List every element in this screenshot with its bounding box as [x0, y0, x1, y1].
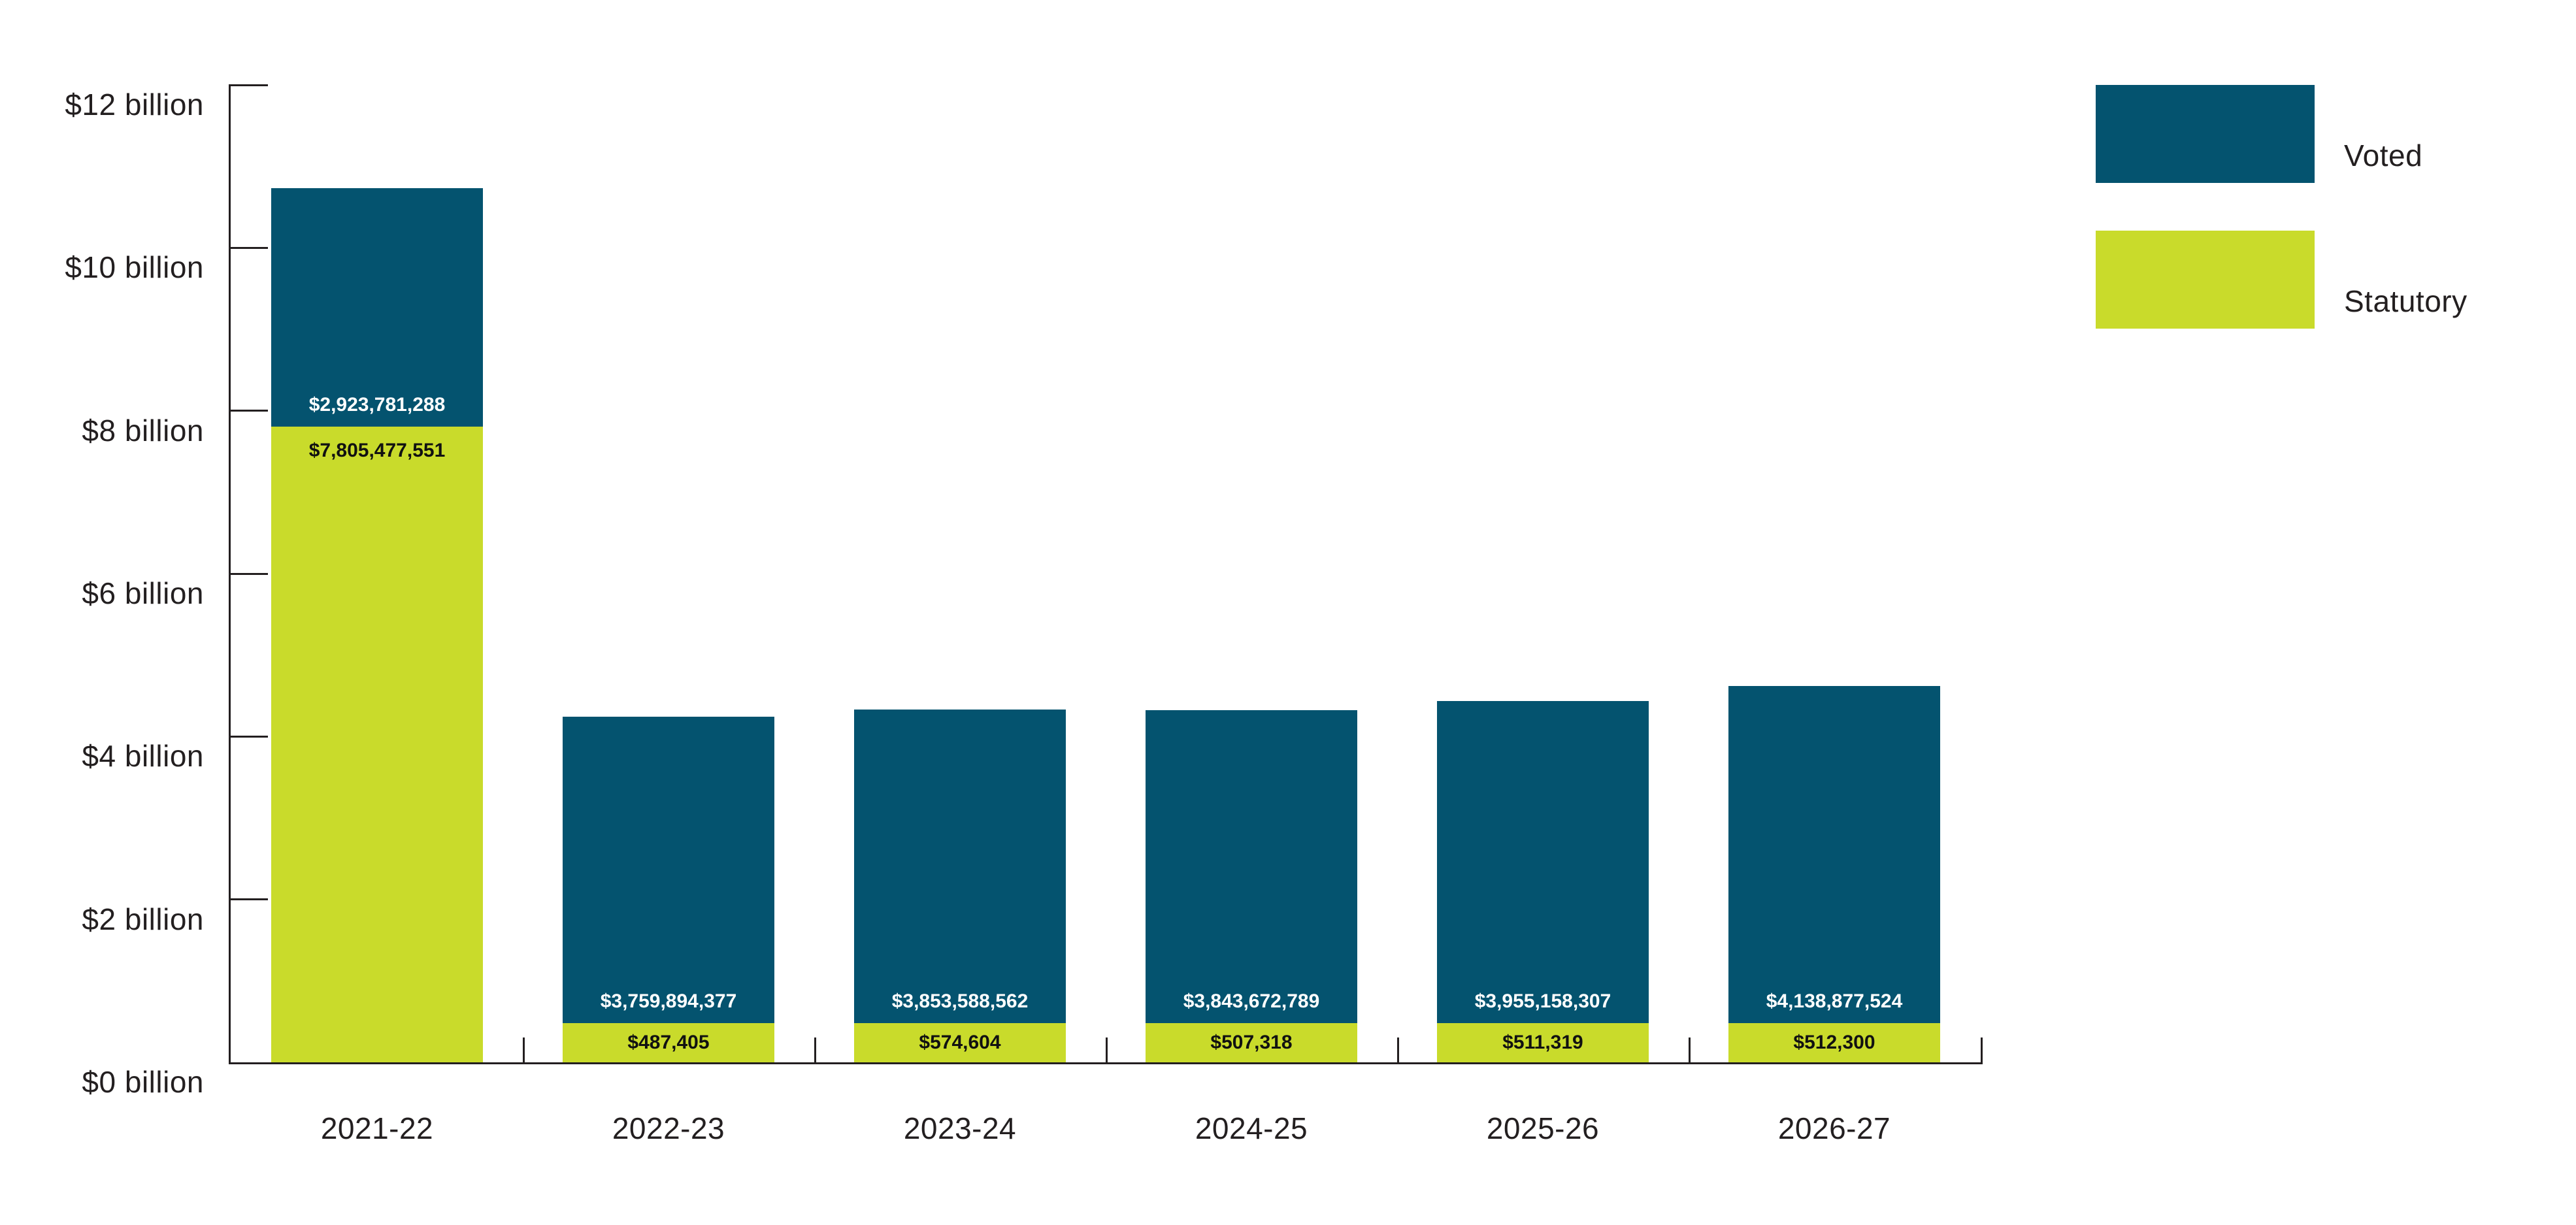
bar-segment-voted: $3,759,894,377: [563, 717, 774, 1023]
statutory-value-label: $7,805,477,551: [308, 439, 446, 461]
x-category-label: 2023-24: [903, 1111, 1017, 1145]
y-tick-label: $12 billion: [65, 88, 204, 122]
bar-segment-voted: $3,955,158,307: [1437, 700, 1649, 1023]
y-axis-line: [229, 85, 231, 1064]
bar-segment-statutory: $574,604: [854, 1023, 1066, 1062]
statutory-value-label: $487,405: [627, 1032, 710, 1053]
legend-label-statutory: Statutory: [2344, 284, 2468, 318]
statutory-value-label: $507,318: [1210, 1032, 1293, 1053]
x-category-label: 2024-25: [1195, 1111, 1308, 1145]
x-axis-line: [229, 1062, 1983, 1064]
voted-value-label: $3,759,894,377: [600, 990, 737, 1012]
voted-value-label: $4,138,877,524: [1766, 990, 1903, 1012]
legend-label-voted: Voted: [2344, 139, 2423, 172]
y-tick: [229, 898, 268, 901]
statutory-value-label: $511,319: [1502, 1032, 1583, 1053]
bar-segment-statutory: $487,405: [563, 1023, 774, 1062]
bar-segment-statutory: $507,318: [1146, 1023, 1357, 1062]
voted-value-label: $3,843,672,789: [1183, 990, 1320, 1012]
bar-segment-statutory: $511,319: [1437, 1023, 1649, 1062]
voted-value-label: $3,853,588,562: [891, 990, 1029, 1012]
bar-segment-statutory: $7,805,477,551: [271, 426, 483, 1062]
x-category-label: 2026-27: [1777, 1111, 1891, 1145]
statutory-value-label: $512,300: [1793, 1032, 1875, 1053]
x-axis-end-tick: [1981, 1037, 1983, 1062]
bar-segment-voted: $2,923,781,288: [271, 188, 483, 427]
y-tick-label: $10 billion: [65, 250, 204, 285]
y-tick-label: $8 billion: [82, 413, 204, 448]
legend-swatch-statutory: [2096, 231, 2315, 329]
x-category-label: 2021-22: [320, 1111, 434, 1145]
bar-segment-voted: $3,843,672,789: [1146, 710, 1357, 1023]
y-tick: [229, 410, 268, 412]
bar-segment-statutory: $512,300: [1728, 1023, 1940, 1062]
y-tick-label: $2 billion: [82, 902, 204, 936]
x-separator-tick: [523, 1037, 525, 1062]
y-tick-label: $6 billion: [82, 576, 204, 610]
voted-value-label: $2,923,781,288: [308, 393, 446, 416]
x-separator-tick: [1106, 1037, 1108, 1062]
y-tick-label: $0 billion: [82, 1065, 204, 1099]
x-separator-tick: [1397, 1037, 1399, 1062]
legend-swatch-voted: [2096, 85, 2315, 183]
x-category-label: 2022-23: [612, 1111, 725, 1145]
y-tick: [229, 84, 268, 86]
bar-segment-voted: $3,853,588,562: [854, 709, 1066, 1023]
y-tick-label: $4 billion: [82, 739, 204, 774]
statutory-value-label: $574,604: [919, 1032, 1001, 1053]
x-separator-tick: [814, 1037, 816, 1062]
x-separator-tick: [1689, 1037, 1691, 1062]
y-tick: [229, 572, 268, 575]
y-tick: [229, 246, 268, 249]
voted-value-label: $3,955,158,307: [1474, 990, 1611, 1012]
y-tick: [229, 735, 268, 738]
x-category-label: 2025-26: [1486, 1111, 1600, 1145]
bar-segment-voted: $4,138,877,524: [1728, 686, 1940, 1023]
